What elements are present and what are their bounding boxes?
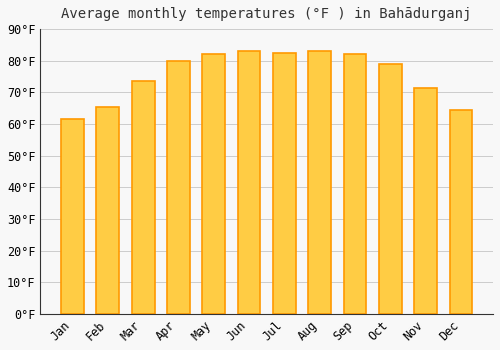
Bar <box>202 54 225 314</box>
Bar <box>414 88 437 314</box>
Bar <box>61 119 84 314</box>
Bar <box>167 61 190 314</box>
Bar <box>379 64 402 314</box>
Bar <box>238 51 260 314</box>
Bar <box>308 51 331 314</box>
Title: Average monthly temperatures (°F ) in Bahādurganj: Average monthly temperatures (°F ) in Ba… <box>62 7 472 21</box>
Bar <box>450 110 472 314</box>
Bar <box>273 53 296 314</box>
Bar <box>96 107 119 314</box>
Bar <box>132 81 154 314</box>
Bar <box>344 54 366 314</box>
